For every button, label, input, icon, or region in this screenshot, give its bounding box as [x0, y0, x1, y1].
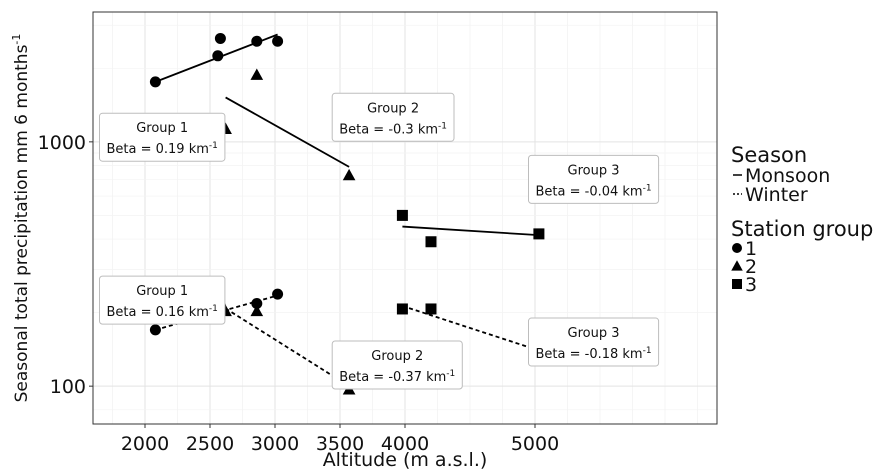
- annotation-box: [331, 340, 463, 390]
- annotation-title: Group 2: [371, 349, 423, 364]
- annotation-title: Group 1: [136, 284, 188, 299]
- annotation-beta-sup: -1: [446, 369, 455, 379]
- annotation-box: [99, 275, 226, 325]
- legend-label-group-3: 3: [745, 274, 757, 296]
- point-winter-group-1: [149, 324, 161, 336]
- y-tick-label: 1000: [38, 132, 86, 154]
- point-monsoon-group-3: [396, 209, 408, 221]
- legend-key-group-3: [732, 279, 742, 289]
- y-axis-label-text: Seasonal total precipitation mm 6 months: [12, 44, 32, 402]
- y-axis-label-sup: -1: [10, 34, 23, 45]
- annotation-beta: Beta = 0.19 km-1: [107, 141, 218, 157]
- point-monsoon-group-1: [214, 32, 226, 44]
- point-monsoon-group-1: [251, 35, 263, 47]
- x-tick-label: 3500: [316, 433, 364, 455]
- annotation-label: Group 3 Beta = -0.18 km-1: [528, 317, 660, 367]
- fit-line-winter-group-3: [402, 305, 540, 352]
- annotation-beta-sup: -1: [643, 183, 652, 193]
- legend-season-title: Season: [731, 143, 807, 167]
- y-tick-label: 100: [50, 376, 86, 398]
- point-monsoon-group-2: [250, 68, 264, 80]
- annotation-beta-sup: -1: [438, 121, 447, 131]
- annotation-beta-text: Beta = 0.19 km: [107, 142, 209, 157]
- annotation-beta-sup: -1: [209, 141, 218, 151]
- legend-key-group-2: [731, 260, 743, 271]
- annotation-label: Group 2 Beta = -0.3 km-1: [331, 92, 455, 142]
- annotation-title: Group 1: [136, 121, 188, 136]
- y-axis: 100 1000: [38, 132, 93, 398]
- y-axis-label: Seasonal total precipitation mm 6 months…: [10, 34, 32, 403]
- annotation-box: [528, 154, 660, 204]
- annotation-box: [331, 92, 455, 142]
- annotation-box: [99, 112, 226, 162]
- annotation-beta: Beta = 0.16 km-1: [107, 304, 218, 320]
- point-monsoon-group-1: [149, 76, 161, 88]
- point-monsoon-group-3: [425, 236, 437, 248]
- legend-label-group-1: 1: [745, 238, 757, 260]
- fit-line-monsoon-group-2: [225, 96, 350, 168]
- x-tick-label: 3000: [251, 433, 299, 455]
- legend-label-monsoon: Monsoon: [745, 165, 830, 187]
- annotation-beta-text: Beta = 0.16 km: [107, 305, 209, 320]
- x-tick-label: 4000: [381, 433, 429, 455]
- annotation-label: Group 2 Beta = -0.37 km-1: [331, 340, 463, 390]
- point-winter-group-1: [251, 297, 263, 309]
- point-winter-group-1: [272, 288, 284, 300]
- annotation-beta: Beta = -0.04 km-1: [536, 183, 652, 199]
- annotation-beta-text: Beta = -0.3 km: [339, 122, 438, 137]
- x-axis: 2000 2500 3000 3500 4000 5000: [121, 424, 559, 455]
- point-winter-group-2: [250, 304, 264, 317]
- annotation-beta-text: Beta = -0.37 km: [339, 370, 446, 385]
- legend-group-items: 123: [731, 238, 757, 296]
- x-tick-label: 2000: [121, 433, 169, 455]
- annotation-beta-sup: -1: [209, 304, 218, 314]
- x-tick-label: 2500: [186, 433, 234, 455]
- annotation-label: Group 3 Beta = -0.04 km-1: [528, 154, 660, 204]
- annotation-box: [528, 317, 660, 367]
- fit-line-monsoon-group-3: [402, 225, 539, 237]
- annotation-beta-text: Beta = -0.04 km: [536, 184, 643, 199]
- legend-label-group-2: 2: [745, 256, 757, 278]
- annotation-title: Group 3: [568, 326, 620, 341]
- fit-lines: [155, 33, 540, 387]
- annotation-beta: Beta = -0.37 km-1: [339, 369, 455, 385]
- point-monsoon-group-1: [272, 35, 284, 47]
- x-tick-label: 5000: [511, 433, 559, 455]
- annotation-beta-text: Beta = -0.18 km: [536, 347, 643, 362]
- annotation-beta: Beta = -0.18 km-1: [536, 346, 652, 362]
- legend-key-group-1: [732, 243, 742, 253]
- annotation-title: Group 2: [367, 101, 419, 116]
- point-winter-group-3: [425, 303, 437, 315]
- annotation-beta-sup: -1: [643, 346, 652, 356]
- annotation-title: Group 3: [568, 163, 620, 178]
- data-points: [149, 32, 545, 395]
- x-axis-label: Altitude (m a.s.l.): [323, 449, 488, 470]
- annotation-label: Group 1 Beta = 0.19 km-1: [99, 112, 226, 162]
- point-monsoon-group-2: [342, 168, 356, 181]
- annotation-label: Group 1 Beta = 0.16 km-1: [99, 275, 226, 325]
- point-monsoon-group-3: [533, 228, 545, 240]
- point-winter-group-3: [396, 303, 408, 315]
- annotation-beta: Beta = -0.3 km-1: [339, 121, 447, 137]
- legend-label-winter: Winter: [745, 184, 808, 206]
- point-monsoon-group-1: [212, 50, 224, 62]
- legend-group-title: Station group: [731, 217, 873, 241]
- fit-line-winter-group-2: [225, 307, 350, 387]
